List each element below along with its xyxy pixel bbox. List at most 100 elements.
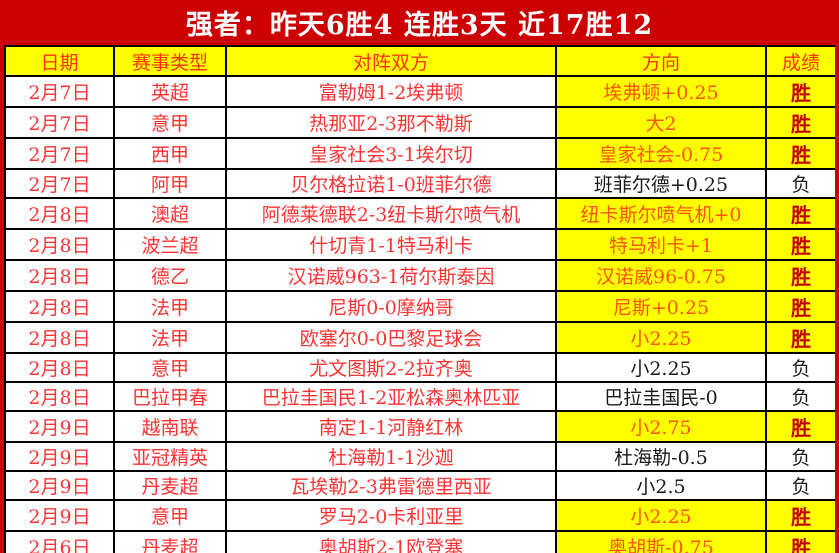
match-cell: 什切青1-1特马利卡	[225, 228, 557, 261]
table-row: 2月9日 丹麦超 瓦埃勒2-3弗雷德里西亚 小2.5 负	[4, 470, 835, 501]
date-cell: 2月7日	[4, 106, 115, 139]
table-row: 2月8日 法甲 欧塞尔0-0巴黎足球会 小2.25 胜	[4, 321, 835, 354]
league-cell: 澳超	[113, 197, 227, 230]
result-cell: 负	[765, 352, 835, 383]
result-cell: 胜	[765, 530, 835, 553]
direction-cell: 小2.5	[555, 470, 767, 501]
league-cell: 波兰超	[113, 228, 227, 261]
table-row: 2月7日 阿甲 贝尔格拉诺1-0班菲尔德 班菲尔德+0.25 负	[4, 168, 835, 199]
date-cell: 2月9日	[4, 441, 115, 472]
match-cell: 瓦埃勒2-3弗雷德里西亚	[225, 470, 557, 501]
league-cell: 意甲	[113, 352, 227, 383]
league-cell: 德乙	[113, 259, 227, 292]
direction-cell: 纽卡斯尔喷气机+0	[555, 197, 767, 230]
date-cell: 2月7日	[4, 75, 115, 108]
league-cell: 西甲	[113, 137, 227, 170]
match-cell: 杜海勒1-1沙迦	[225, 441, 557, 472]
header-direction: 方向	[555, 45, 767, 77]
direction-cell: 小2.75	[555, 410, 767, 443]
result-cell: 负	[765, 381, 835, 412]
table-row: 2月7日 英超 富勒姆1-2埃弗顿 埃弗顿+0.25 胜	[4, 75, 835, 108]
page-title: 强者：昨天6胜4 连胜3天 近17胜12	[185, 10, 654, 41]
match-cell: 南定1-1河静红林	[225, 410, 557, 443]
header-result: 成绩	[765, 45, 835, 77]
result-cell: 胜	[765, 228, 835, 261]
table-row: 2月8日 澳超 阿德莱德联2-3纽卡斯尔喷气机 纽卡斯尔喷气机+0 胜	[4, 197, 835, 230]
direction-cell: 班菲尔德+0.25	[555, 168, 767, 199]
league-cell: 阿甲	[113, 168, 227, 199]
match-cell: 贝尔格拉诺1-0班菲尔德	[225, 168, 557, 199]
results-body: 2月7日 英超 富勒姆1-2埃弗顿 埃弗顿+0.25 胜 2月7日 意甲 热那亚2-3那不勒斯…	[4, 75, 835, 553]
result-cell: 负	[765, 470, 835, 501]
date-cell: 2月8日	[4, 352, 115, 383]
table-row: 2月9日 亚冠精英 杜海勒1-1沙迦 杜海勒-0.5 负	[4, 441, 835, 472]
date-cell: 2月8日	[4, 228, 115, 261]
result-cell: 胜	[765, 259, 835, 292]
direction-cell: 杜海勒-0.5	[555, 441, 767, 472]
match-cell: 罗马2-0卡利亚里	[225, 499, 557, 532]
table-row: 2月8日 巴拉甲春 巴拉圭国民1-2亚松森奥林匹亚 巴拉圭国民-0 负	[4, 381, 835, 412]
header-matchup: 对阵双方	[225, 45, 557, 77]
direction-cell: 奥胡斯-0.75	[555, 530, 767, 553]
league-cell: 越南联	[113, 410, 227, 443]
direction-cell: 汉诺威96-0.75	[555, 259, 767, 292]
table-row: 2月8日 德乙 汉诺威963-1荷尔斯泰因 汉诺威96-0.75 胜	[4, 259, 835, 292]
date-cell: 2月8日	[4, 321, 115, 354]
date-cell: 2月8日	[4, 381, 115, 412]
result-cell: 胜	[765, 75, 835, 108]
date-cell: 2月9日	[4, 470, 115, 501]
match-cell: 奥胡斯2-1欧登塞	[225, 530, 557, 553]
match-cell: 皇家社会3-1埃尔切	[225, 137, 557, 170]
result-cell: 胜	[765, 321, 835, 354]
match-cell: 欧塞尔0-0巴黎足球会	[225, 321, 557, 354]
date-cell: 2月9日	[4, 499, 115, 532]
league-cell: 丹麦超	[113, 470, 227, 501]
league-cell: 英超	[113, 75, 227, 108]
match-cell: 阿德莱德联2-3纽卡斯尔喷气机	[225, 197, 557, 230]
table-row: 2月9日 越南联 南定1-1河静红林 小2.75 胜	[4, 410, 835, 443]
table-row: 2月8日 波兰超 什切青1-1特马利卡 特马利卡+1 胜	[4, 228, 835, 261]
result-cell: 负	[765, 168, 835, 199]
header-row: 日期 赛事类型 对阵双方 方向 成绩	[4, 45, 835, 77]
header-league-type: 赛事类型	[113, 45, 227, 77]
date-cell: 2月8日	[4, 197, 115, 230]
match-cell: 热那亚2-3那不勒斯	[225, 106, 557, 139]
result-cell: 负	[765, 441, 835, 472]
league-cell: 意甲	[113, 106, 227, 139]
league-cell: 法甲	[113, 321, 227, 354]
match-cell: 巴拉圭国民1-2亚松森奥林匹亚	[225, 381, 557, 412]
match-cell: 尼斯0-0摩纳哥	[225, 290, 557, 323]
match-cell: 汉诺威963-1荷尔斯泰因	[225, 259, 557, 292]
result-cell: 胜	[765, 499, 835, 532]
league-cell: 巴拉甲春	[113, 381, 227, 412]
league-cell: 意甲	[113, 499, 227, 532]
table-row: 2月8日 法甲 尼斯0-0摩纳哥 尼斯+0.25 胜	[4, 290, 835, 323]
match-cell: 尤文图斯2-2拉齐奥	[225, 352, 557, 383]
date-cell: 2月7日	[4, 137, 115, 170]
result-cell: 胜	[765, 137, 835, 170]
direction-cell: 尼斯+0.25	[555, 290, 767, 323]
direction-cell: 大2	[555, 106, 767, 139]
league-cell: 法甲	[113, 290, 227, 323]
title-bar: 强者：昨天6胜4 连胜3天 近17胜12	[4, 0, 835, 45]
header-date: 日期	[4, 45, 115, 77]
direction-cell: 特马利卡+1	[555, 228, 767, 261]
table-row: 2月7日 西甲 皇家社会3-1埃尔切 皇家社会-0.75 胜	[4, 137, 835, 170]
table-row: 2月6日 丹麦超 奥胡斯2-1欧登塞 奥胡斯-0.75 胜	[4, 530, 835, 553]
results-table: 日期 赛事类型 对阵双方 方向 成绩 2月7日 英超 富勒姆1-2埃弗顿 埃弗顿+0.…	[4, 45, 835, 553]
result-cell: 胜	[765, 290, 835, 323]
date-cell: 2月9日	[4, 410, 115, 443]
table-row: 2月9日 意甲 罗马2-0卡利亚里 小2.25 胜	[4, 499, 835, 532]
direction-cell: 小2.25	[555, 321, 767, 354]
direction-cell: 巴拉圭国民-0	[555, 381, 767, 412]
table-row: 2月8日 意甲 尤文图斯2-2拉齐奥 小2.25 负	[4, 352, 835, 383]
table-row: 2月7日 意甲 热那亚2-3那不勒斯 大2 胜	[4, 106, 835, 139]
direction-cell: 小2.25	[555, 499, 767, 532]
date-cell: 2月6日	[4, 530, 115, 553]
result-cell: 胜	[765, 197, 835, 230]
league-cell: 亚冠精英	[113, 441, 227, 472]
result-cell: 胜	[765, 106, 835, 139]
direction-cell: 皇家社会-0.75	[555, 137, 767, 170]
league-cell: 丹麦超	[113, 530, 227, 553]
